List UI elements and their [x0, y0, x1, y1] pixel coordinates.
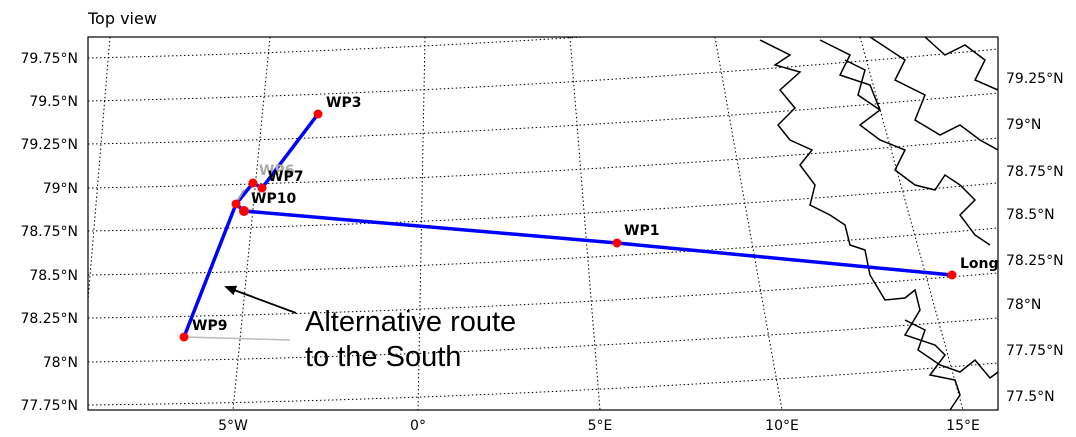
view-title: Top view [88, 9, 157, 28]
lat-tick-right: 79°N [1006, 117, 1041, 133]
coastline-west [759, 39, 961, 410]
waypoint-label-long: Long [960, 256, 999, 272]
route-segment-main [242, 209, 954, 277]
lat-tick-left: 78.5°N [29, 268, 78, 284]
waypoint-wp9-marker[interactable] [179, 332, 189, 342]
waypoint-label-wp7: WP7 [268, 169, 303, 185]
lat-tick-left: 77.75°N [20, 398, 78, 414]
waypoint-label-wp9: WP9 [192, 318, 227, 334]
waypoint-wp10-marker[interactable] [231, 199, 241, 209]
lon-tick-bottom: 15°E [946, 418, 980, 433]
waypoint-label-wp3: WP3 [326, 95, 361, 111]
waypoint-wp7-marker[interactable] [257, 183, 267, 193]
lon-tick-bottom: 5°E [588, 418, 613, 433]
lon-gridline [88, 37, 111, 301]
lon-gridline [232, 37, 271, 410]
lon-gridline [569, 37, 601, 410]
lat-tick-right: 78.75°N [1006, 164, 1064, 180]
waypoint-wp10b-marker[interactable] [239, 206, 249, 216]
lat-ticks-right: 79.25°N 79°N 78.75°N 78.5°N 78.25°N 78°N… [1006, 71, 1064, 405]
lon-gridline [714, 37, 783, 410]
coastline [759, 37, 998, 410]
waypoint-label-wp10: WP10 [251, 191, 296, 207]
waypoint-wp3-marker[interactable] [313, 109, 323, 119]
lat-gridline [88, 272, 998, 319]
lat-tick-right: 79.25°N [1006, 71, 1064, 87]
lat-tick-left: 78.75°N [20, 224, 78, 240]
annotation-line-1: Alternative route [305, 306, 516, 338]
lat-tick-left: 79°N [43, 181, 78, 197]
waypoint-label-wp6: WP6 [259, 163, 294, 179]
lat-tick-left: 79.5°N [29, 94, 78, 110]
waypoints [179, 109, 957, 342]
coastline-fjord-2 [869, 37, 998, 151]
route-fade-north [237, 189, 245, 201]
lat-gridline [88, 92, 998, 145]
route-fade-south [183, 336, 291, 341]
lat-tick-right: 77.75°N [1006, 343, 1064, 359]
latitude-gridlines [88, 37, 998, 406]
lon-tick-bottom: 0° [410, 418, 426, 433]
waypoint-wp6-marker[interactable] [248, 178, 258, 188]
waypoint-long-marker[interactable] [947, 270, 957, 280]
waypoint-label-wp1: WP1 [624, 223, 659, 239]
coastline-east [924, 37, 998, 91]
longitude-gridlines [88, 37, 964, 410]
annotation-line-2: to the South [305, 341, 461, 373]
lat-tick-right: 78.25°N [1006, 253, 1064, 269]
lon-tick-bottom: 10°E [765, 418, 799, 433]
lat-ticks-left: 79.75°N 79.5°N 79.25°N 79°N 78.75°N 78.5… [20, 51, 78, 414]
lat-gridline [88, 362, 998, 406]
coastline-inner [844, 59, 881, 111]
lat-gridline [88, 37, 591, 59]
lon-gridline [859, 37, 964, 410]
lon-ticks-bottom: 5°W 0° 5°E 10°E 15°E [218, 418, 980, 434]
lon-tick-bottom: 5°W [218, 418, 248, 433]
lat-tick-left: 78°N [43, 355, 78, 371]
lat-tick-right: 78.5°N [1006, 207, 1055, 223]
lat-tick-right: 77.5°N [1006, 389, 1055, 405]
lat-gridline [88, 182, 998, 232]
coastline-fjord-1 [819, 39, 991, 246]
route-segment-north [234, 112, 320, 206]
flight-route [182, 112, 954, 339]
lat-gridline [88, 137, 998, 189]
lat-gridline [88, 48, 998, 102]
lat-tick-right: 78°N [1006, 297, 1041, 313]
lat-tick-left: 79.75°N [20, 51, 78, 67]
coastline-south [904, 319, 998, 380]
lat-tick-left: 79.25°N [20, 137, 78, 153]
plot-frame [87, 36, 999, 411]
lat-tick-left: 78.25°N [20, 311, 78, 327]
waypoint-wp1-marker[interactable] [612, 238, 622, 248]
annotation-arrow [224, 285, 297, 314]
